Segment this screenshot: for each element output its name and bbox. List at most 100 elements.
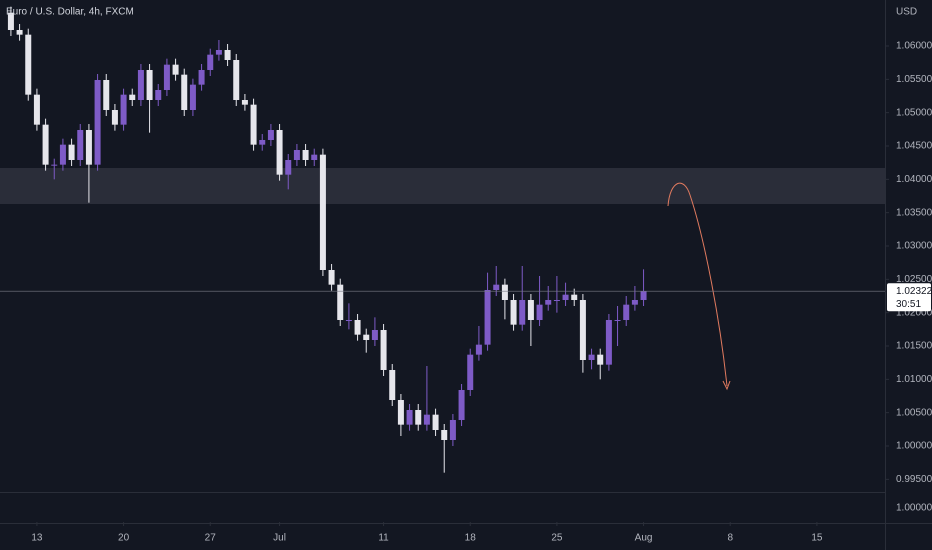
candle-body <box>337 284 344 320</box>
candle-body <box>397 400 404 425</box>
countdown-label: 30:51 <box>896 299 921 310</box>
resistance-zone <box>0 168 885 204</box>
y-tick-label: 1.02000 <box>896 307 932 318</box>
candle-body <box>562 294 569 300</box>
candle-body <box>623 304 630 320</box>
x-tick-label: 27 <box>205 533 217 544</box>
forecast-arrowhead <box>722 380 731 391</box>
candle-body <box>111 110 118 125</box>
candle-body <box>319 154 326 270</box>
candle-body <box>302 150 309 160</box>
y-tick-label: 1.01000 <box>896 374 932 385</box>
candle-body <box>441 430 448 440</box>
candle-body <box>172 64 179 75</box>
x-tick-label: 15 <box>811 533 823 544</box>
candle-body <box>267 130 274 140</box>
candle-body <box>571 294 578 300</box>
candle-body <box>432 414 439 430</box>
candle-body <box>103 80 110 110</box>
candle-body <box>311 154 318 160</box>
candle-body <box>371 330 378 340</box>
candle-body <box>129 94 136 100</box>
y-tick-label: 1.06000 <box>896 41 932 52</box>
last-price-label: 1.02322 <box>896 286 932 297</box>
candle-body <box>293 150 300 160</box>
candle-body <box>475 344 482 355</box>
y-tick-label: 1.02500 <box>896 274 932 285</box>
candle-body <box>198 70 205 85</box>
chart-title: Euro / U.S. Dollar, 4h, FXCM <box>6 7 134 18</box>
y-tick-label: 1.05000 <box>896 107 932 118</box>
candle-body <box>259 140 266 145</box>
candle-body <box>536 304 543 320</box>
candle-body <box>553 300 560 301</box>
candle-body <box>579 300 586 360</box>
candle-body <box>449 420 456 440</box>
candle-body <box>527 300 534 320</box>
candle-body <box>467 354 474 390</box>
lower-pane-label: 1.00000 <box>896 503 932 514</box>
y-tick-label: 1.04000 <box>896 174 932 185</box>
candle-body <box>354 320 361 335</box>
x-tick-label: 11 <box>378 533 389 544</box>
candle-body <box>423 414 430 425</box>
x-tick-label: Jul <box>273 533 286 544</box>
candle-body <box>16 30 23 35</box>
x-tick-label: 13 <box>31 533 43 544</box>
candle-body <box>163 64 170 90</box>
candle-body <box>94 80 101 165</box>
candle-body <box>146 70 153 100</box>
candle-body <box>241 100 248 105</box>
y-tick-label: 1.01500 <box>896 341 932 352</box>
forecast-arrow <box>667 182 728 387</box>
candle-body <box>597 354 604 365</box>
candle-body <box>233 60 240 100</box>
candle-body <box>545 300 552 305</box>
x-tick-label: 8 <box>727 533 733 544</box>
candle-body <box>389 370 396 400</box>
candle-body <box>207 54 214 70</box>
candle-body <box>631 300 638 305</box>
candle-body <box>68 144 75 160</box>
candle-body <box>250 104 257 145</box>
y-tick-label: 1.03000 <box>896 241 932 252</box>
candle-body <box>59 144 66 165</box>
candle-body <box>33 94 40 125</box>
candle-body <box>493 284 500 290</box>
y-tick-label: 1.04500 <box>896 141 932 152</box>
last-price-badge <box>887 283 931 312</box>
candle-body <box>415 410 422 425</box>
candle-body <box>25 34 32 95</box>
candle-body <box>155 90 162 100</box>
candle-body <box>120 94 127 125</box>
x-tick-label: 20 <box>118 533 130 544</box>
candle-body <box>519 300 526 325</box>
x-tick-label: 25 <box>551 533 563 544</box>
candle-body <box>510 300 517 325</box>
candle-body <box>85 130 92 165</box>
candle-body <box>137 70 144 100</box>
candle-body <box>640 291 647 300</box>
candle-body <box>588 354 595 360</box>
y-tick-label: 1.00500 <box>896 407 932 418</box>
candle-body <box>605 320 612 365</box>
y-tick-label: 1.03500 <box>896 207 932 218</box>
candle-body <box>614 320 621 321</box>
candle-body <box>458 390 465 420</box>
x-tick-label: Aug <box>635 533 653 544</box>
candle-body <box>51 164 58 166</box>
y-tick-label: 1.05500 <box>896 74 932 85</box>
candle-body <box>276 130 283 175</box>
candle-body <box>345 320 352 321</box>
candle-body <box>484 290 491 345</box>
candle-body <box>501 284 508 300</box>
candle-body <box>77 130 84 160</box>
x-tick-label: 18 <box>465 533 477 544</box>
candle-body <box>363 334 370 340</box>
candle-body <box>181 74 188 110</box>
candle-body <box>215 50 222 55</box>
candle-body <box>224 50 231 60</box>
candle-body <box>7 12 14 30</box>
candle-body <box>380 330 387 370</box>
